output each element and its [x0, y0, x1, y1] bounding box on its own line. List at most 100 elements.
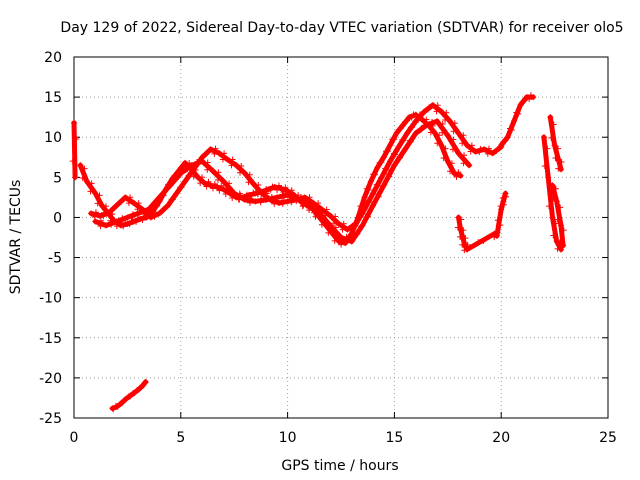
- plus-marker: [558, 222, 565, 229]
- axis-ticks: 0 5 10 15 20 25 -25 -20 -15 -10 -5 0 5 10 15 20: [39, 50, 617, 446]
- plus-marker: [513, 109, 520, 116]
- plus-marker: [236, 196, 243, 203]
- plus-marker: [225, 188, 232, 195]
- plus-marker: [387, 142, 394, 149]
- plus-marker: [199, 158, 206, 165]
- plus-marker: [555, 165, 562, 172]
- plus-marker: [220, 178, 227, 185]
- plus-marker: [201, 179, 208, 186]
- plus-marker: [540, 134, 547, 141]
- series-band: [550, 182, 566, 248]
- series-start-points: [69, 119, 80, 181]
- plus-marker: [385, 170, 392, 177]
- plus-marker: [348, 224, 355, 231]
- plus-marker: [555, 158, 562, 165]
- plus-marker: [218, 182, 225, 189]
- plus-marker: [431, 130, 438, 137]
- plus-marker: [233, 162, 240, 169]
- plus-marker: [558, 246, 565, 253]
- plus-marker: [408, 114, 415, 121]
- plus-marker: [123, 396, 130, 403]
- plus-marker: [494, 229, 501, 236]
- x-tick-label: 10: [279, 430, 297, 446]
- plus-marker: [491, 234, 498, 241]
- plus-marker: [271, 183, 278, 190]
- plus-marker: [278, 185, 285, 192]
- plus-marker: [390, 150, 397, 157]
- plus-marker: [220, 186, 227, 193]
- plus-marker: [460, 227, 467, 234]
- plus-marker: [312, 213, 319, 220]
- plus-marker: [72, 174, 79, 181]
- plus-marker: [464, 246, 471, 253]
- plus-marker: [399, 122, 406, 129]
- plus-marker: [133, 218, 140, 225]
- plus-marker: [383, 166, 390, 173]
- plus-marker: [553, 198, 560, 205]
- plus-marker: [461, 247, 468, 254]
- plus-marker: [98, 202, 105, 209]
- plus-marker: [497, 203, 504, 210]
- y-tick-label: 20: [44, 50, 62, 66]
- plus-marker: [145, 206, 152, 213]
- plus-marker: [395, 143, 402, 150]
- plus-marker: [348, 230, 355, 237]
- plus-marker: [92, 190, 99, 197]
- plus-marker: [142, 378, 149, 385]
- plus-marker: [402, 118, 409, 125]
- plus-marker: [416, 113, 423, 120]
- plus-marker: [552, 185, 559, 192]
- plus-marker: [444, 132, 451, 139]
- plus-marker: [404, 130, 411, 137]
- plus-marker: [550, 195, 557, 202]
- plus-marker: [97, 217, 104, 224]
- plus-marker: [459, 140, 466, 147]
- plus-marker: [331, 237, 338, 244]
- plus-marker: [361, 206, 368, 213]
- plus-marker: [382, 148, 389, 155]
- series-late-spike: [547, 114, 565, 173]
- plus-marker: [236, 190, 243, 197]
- plus-marker: [113, 218, 120, 225]
- plus-marker: [160, 207, 167, 214]
- plus-marker: [156, 210, 163, 217]
- plus-marker: [103, 222, 110, 229]
- plus-marker: [83, 178, 90, 185]
- plus-marker: [279, 194, 286, 201]
- plus-marker: [544, 145, 551, 152]
- plus-marker: [231, 190, 238, 197]
- plus-marker: [284, 191, 291, 198]
- plus-marker: [485, 145, 492, 152]
- plus-marker: [325, 229, 332, 236]
- plus-marker: [549, 182, 556, 189]
- plus-marker: [361, 194, 368, 201]
- plus-marker: [548, 134, 555, 141]
- plus-marker: [105, 210, 112, 217]
- plus-marker: [460, 132, 467, 139]
- plus-marker: [364, 211, 371, 218]
- plus-marker: [363, 185, 370, 192]
- plus-marker: [461, 242, 468, 249]
- plus-marker: [459, 234, 466, 241]
- plus-marker: [370, 171, 377, 178]
- y-tick-label: -20: [39, 371, 62, 387]
- plus-marker: [305, 202, 312, 209]
- plus-marker: [322, 212, 329, 219]
- plus-marker: [380, 154, 387, 161]
- plus-marker: [167, 182, 174, 189]
- plus-marker: [357, 214, 364, 221]
- plus-marker: [135, 386, 142, 393]
- plus-marker: [209, 185, 216, 192]
- plus-marker: [245, 179, 252, 186]
- plus-marker: [323, 206, 330, 213]
- plus-marker: [500, 201, 507, 208]
- plus-marker: [554, 216, 561, 223]
- plus-marker: [300, 196, 307, 203]
- plus-marker: [147, 214, 154, 221]
- plus-marker: [407, 124, 414, 131]
- plus-marker: [271, 200, 278, 207]
- plus-marker: [229, 156, 236, 163]
- plus-marker: [558, 158, 565, 165]
- plus-marker: [370, 202, 377, 209]
- plus-marker: [434, 102, 441, 109]
